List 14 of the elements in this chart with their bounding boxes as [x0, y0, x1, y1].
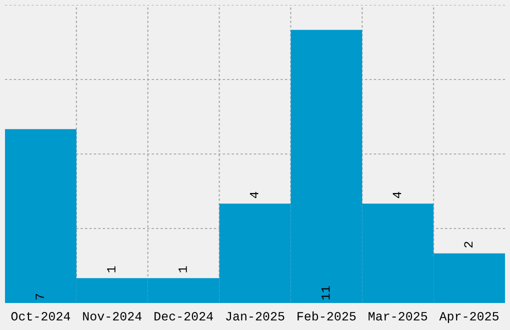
data-label: 1	[107, 266, 116, 272]
x-tick-label: Mar-2025	[368, 312, 428, 321]
x-tick-label: Feb-2025	[298, 311, 356, 321]
data-label: 1	[178, 266, 187, 272]
x-tick-label: Nov-2024	[83, 312, 142, 321]
data-label: 2	[464, 242, 473, 248]
x-tick-label: Oct-2024	[11, 312, 70, 321]
data-label: 7	[36, 294, 44, 300]
x-tick-label: Dec-2024	[154, 312, 213, 321]
data-label: 11	[321, 286, 330, 300]
data-label: 4	[250, 192, 258, 198]
x-tick-label: Apr-2025	[439, 312, 498, 323]
x-tick-label: Jan-2025	[226, 312, 284, 321]
data-label: 4	[392, 192, 402, 198]
